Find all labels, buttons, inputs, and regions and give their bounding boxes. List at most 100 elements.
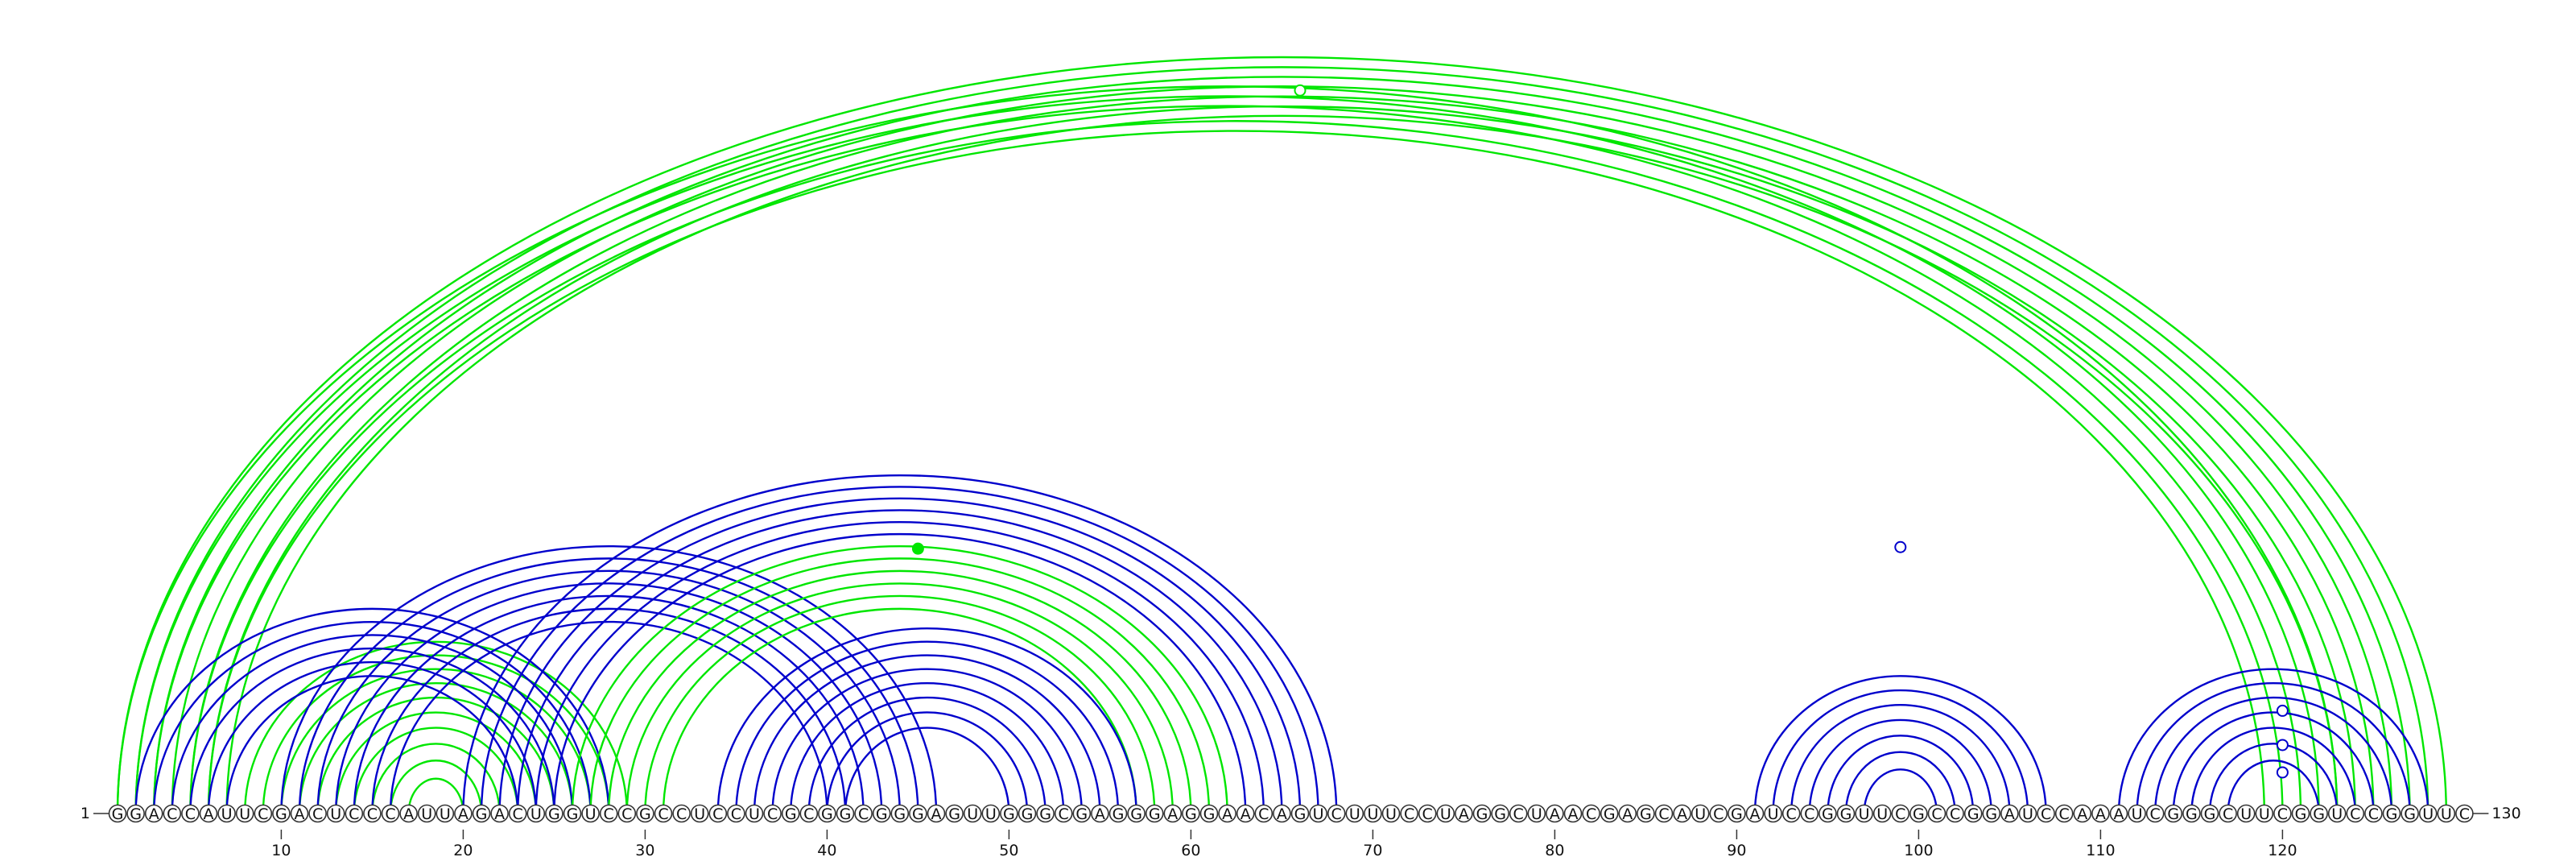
- base: A: [1563, 804, 1583, 823]
- base: G: [1982, 804, 2001, 823]
- base: A: [1455, 804, 1473, 823]
- base: C: [345, 804, 364, 823]
- base: A: [1618, 804, 1637, 823]
- base-circle: [1764, 804, 1782, 823]
- base-letter: A: [149, 805, 159, 823]
- base-circle: [1036, 804, 1055, 823]
- base-circle: [617, 804, 637, 823]
- base: G: [545, 804, 564, 823]
- base: G: [1600, 804, 1619, 823]
- base-letter: A: [2077, 805, 2087, 823]
- base-letter: U: [440, 805, 451, 823]
- base-letter: G: [1913, 805, 1925, 823]
- arc-green-27-61: [589, 557, 1211, 814]
- arc-blue-115-124: [2190, 727, 2356, 814]
- base-circle: [1818, 804, 1837, 823]
- base-letter: U: [2022, 805, 2033, 823]
- base-letter: C: [767, 805, 778, 823]
- base: G: [2401, 804, 2419, 823]
- base-letter: A: [1277, 805, 1287, 823]
- base-letter: G: [476, 805, 488, 823]
- base-letter: C: [349, 805, 359, 823]
- base-circle: [927, 804, 946, 823]
- base: U: [235, 804, 254, 823]
- base-circle: [1654, 804, 1674, 823]
- base-circle: [2219, 804, 2237, 823]
- arc-green-7-123: [225, 114, 2339, 814]
- base-circle: [854, 804, 873, 823]
- base: A: [1673, 804, 1691, 823]
- base: G: [126, 804, 145, 823]
- arc-blue-91-107: [1753, 675, 2047, 814]
- base-circle: [2091, 804, 2110, 823]
- base-circle: [581, 804, 600, 823]
- base-letter: G: [2186, 805, 2198, 823]
- arc-green-3-121: [153, 105, 2302, 814]
- arc-blue-35-56: [735, 640, 1120, 814]
- base-circle: [1800, 804, 1819, 823]
- base-letter: U: [1440, 805, 1451, 823]
- base-circle: [272, 804, 291, 823]
- base: C: [2054, 804, 2074, 823]
- base-circle: [727, 804, 745, 823]
- base: A: [144, 804, 163, 823]
- base-letter: U: [1859, 805, 1870, 823]
- base-letter: G: [1039, 805, 1051, 823]
- base-circle: [2310, 804, 2328, 823]
- arc-blue-7-23: [225, 675, 519, 814]
- arc-green-31-57: [662, 607, 1137, 814]
- arc-blue-15-41: [371, 607, 847, 814]
- base: G: [945, 804, 964, 823]
- base: U: [417, 804, 436, 823]
- base-letter: U: [2422, 805, 2434, 823]
- base-circle: [2164, 804, 2183, 823]
- base-circle: [1563, 804, 1583, 823]
- base-letter: U: [967, 805, 978, 823]
- base-circle: [199, 804, 218, 823]
- base: A: [290, 804, 309, 823]
- base-letter: G: [1967, 805, 1979, 823]
- base-circle: [2073, 804, 2092, 823]
- base-letter: U: [2259, 805, 2270, 823]
- base: U: [1364, 804, 1382, 823]
- base: U: [1436, 804, 1455, 823]
- base-letter: G: [2167, 805, 2179, 823]
- arc-green-17-20: [407, 777, 464, 814]
- base-circle: [690, 804, 709, 823]
- base-circle: [1546, 804, 1564, 823]
- base: A: [1745, 804, 1765, 823]
- base: C: [381, 804, 400, 823]
- base: G: [1127, 804, 1146, 823]
- arc-green-2-122: [134, 95, 2320, 814]
- base-letter: U: [1313, 805, 1324, 823]
- base-letter: C: [1513, 805, 1524, 823]
- base: C: [2273, 804, 2292, 823]
- base-letter: A: [1550, 805, 1560, 823]
- base-letter: C: [2150, 805, 2161, 823]
- base-circle: [2128, 804, 2146, 823]
- arc-marker-5: [2276, 739, 2289, 751]
- base-circle: [472, 804, 491, 823]
- arc-blue-117-122: [2227, 760, 2320, 814]
- arc-green-6-119: [207, 130, 2265, 814]
- arc-blue-34-57: [716, 627, 1137, 814]
- base: U: [217, 804, 236, 823]
- base: C: [1054, 804, 1073, 823]
- base-circle: [1364, 804, 1382, 823]
- base: G: [1018, 804, 1037, 823]
- base: C: [654, 804, 673, 823]
- base: G: [2310, 804, 2328, 823]
- base: G: [2291, 804, 2310, 823]
- base-letter: A: [1622, 805, 1633, 823]
- base: A: [454, 804, 473, 823]
- base-letter: U: [221, 805, 233, 823]
- base-letter: C: [621, 805, 632, 823]
- base-circle: [2255, 804, 2274, 823]
- base-letter: U: [1385, 805, 1397, 823]
- arc-green-16-21: [389, 760, 483, 814]
- base-letter: G: [840, 805, 852, 823]
- arc-green-8-29: [244, 640, 628, 814]
- base-letter: C: [1658, 805, 1669, 823]
- base: G: [108, 804, 127, 823]
- base-letter: A: [458, 805, 469, 823]
